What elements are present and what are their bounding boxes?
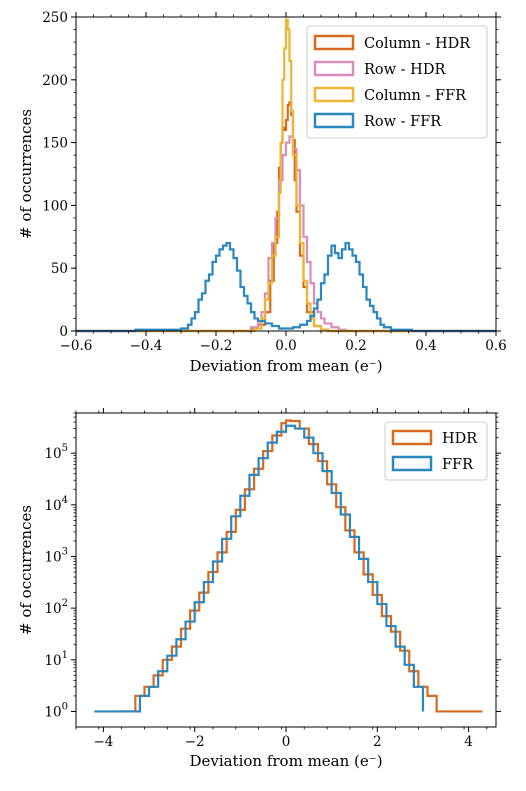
y-tick-label: 103 — [44, 546, 68, 565]
top-plot-area — [76, 18, 496, 333]
chart-top: −0.6 −0.4 −0.2 0.0 0.2 0.4 0.6050100150200250 … — [17, 10, 507, 375]
series-line-ffr — [94, 424, 425, 713]
x-tick-label: −4 — [93, 734, 113, 750]
series-line-row-hdr — [76, 135, 496, 333]
series-line-row-ffr — [76, 241, 496, 333]
legend-label-row-hdr: Row - HDR — [364, 62, 446, 78]
top-legend: Column - HDR Row - HDR Column - FFR Row … — [306, 25, 488, 139]
y-tick-label: 101 — [44, 650, 68, 669]
legend-label-column-ffr: Column - FFR — [364, 88, 467, 104]
y-tick-label: 200 — [42, 73, 68, 89]
y-tick-label: 102 — [44, 598, 68, 617]
legend-swatch-row-ffr — [313, 112, 355, 129]
bottom-x-axis-label: Deviation from mean (e⁻) — [189, 752, 382, 770]
x-tick-label: 4 — [464, 734, 473, 750]
y-tick-label: 50 — [51, 261, 68, 277]
x-tick-label: 0.0 — [275, 338, 296, 354]
bottom-legend: HDR FFR — [384, 421, 488, 481]
y-tick-label: 0 — [59, 324, 68, 340]
y-tick-label: 150 — [42, 136, 68, 152]
y-tick-label: 105 — [44, 443, 68, 462]
legend-label-column-hdr: Column - HDR — [364, 36, 471, 52]
y-tick-label: 100 — [44, 701, 68, 720]
x-tick-label: −0.6 — [60, 338, 93, 354]
series-line-hdr — [117, 419, 483, 713]
legend-swatch-column-hdr — [313, 34, 355, 51]
x-tick-label: 0.2 — [345, 338, 366, 354]
top-legend-box — [306, 25, 488, 139]
y-tick-label: 104 — [44, 495, 68, 514]
top-y-axis-label: # of occurrences — [17, 109, 35, 239]
chart-bottom: −4 −2 0 2 4 100 101 102 103 104 105 HDR FFR Deviat… — [17, 408, 501, 770]
x-tick-label: 0 — [282, 734, 291, 750]
series-line-column-ffr — [76, 18, 496, 333]
legend-swatch-ffr — [391, 455, 433, 472]
x-tick-label: −2 — [185, 734, 205, 750]
y-tick-label: 250 — [42, 10, 68, 26]
y-tick-label: 100 — [42, 198, 68, 214]
legend-swatch-column-ffr — [313, 86, 355, 103]
legend-label-hdr: HDR — [442, 431, 478, 447]
top-ticks: −0.6 −0.4 −0.2 0.0 0.2 0.4 0.6 0 50 100 150 200 250 — [42, 10, 507, 354]
bottom-ticks: −4 −2 0 2 4 100 101 102 103 104 105 — [44, 408, 501, 750]
top-x-axis-label: Deviation from mean (e⁻) — [189, 357, 382, 375]
x-tick-label: −0.4 — [130, 338, 163, 354]
x-tick-label: 0.6 — [485, 338, 506, 354]
bottom-plot-area — [94, 419, 483, 713]
legend-swatch-row-hdr — [313, 60, 355, 77]
x-tick-label: 0.4 — [415, 338, 436, 354]
bottom-legend-box — [384, 421, 488, 481]
x-tick-label: −0.2 — [200, 338, 233, 354]
legend-swatch-hdr — [391, 429, 433, 446]
bottom-y-axis-label: # of occurrences — [17, 505, 35, 635]
legend-label-row-ffr: Row - FFR — [364, 114, 442, 130]
legend-label-ffr: FFR — [442, 457, 474, 473]
x-tick-label: 2 — [373, 734, 382, 750]
